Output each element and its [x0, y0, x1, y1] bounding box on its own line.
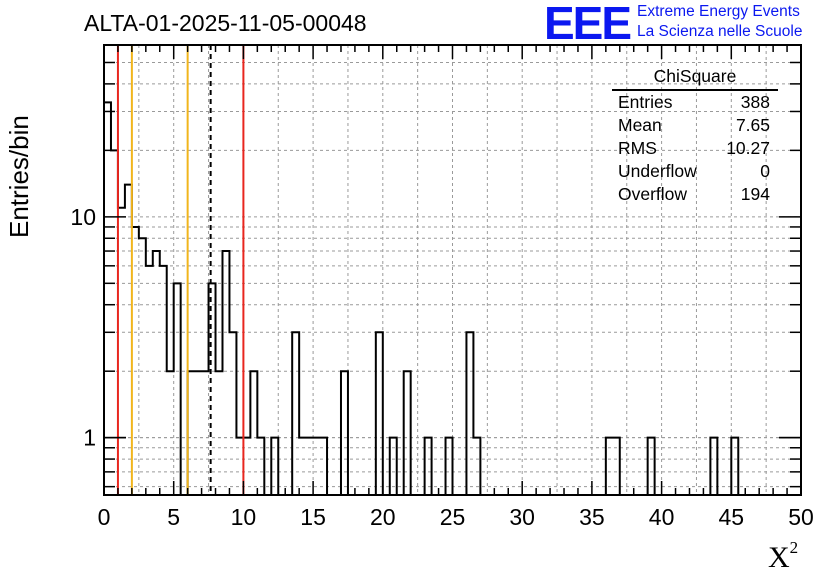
y-tick-label: 10	[70, 204, 96, 230]
stat-value: 0	[760, 161, 770, 181]
x-tick-label: 30	[509, 504, 535, 530]
chart-title: ALTA-01-2025-11-05-00048	[84, 10, 367, 36]
histogram-bin	[139, 238, 146, 495]
histogram-bin	[341, 371, 348, 495]
stat-row-underflow: Underflow 0	[618, 161, 770, 185]
histogram-bin	[174, 283, 181, 495]
stats-box: ChiSquare Entries 388 Mean 7.65 RMS 10.2…	[612, 66, 778, 210]
stat-label: Underflow	[618, 161, 697, 181]
histogram-bin	[125, 185, 132, 495]
x-tick-label: 25	[440, 504, 466, 530]
stat-label: Overflow	[618, 184, 688, 204]
histogram-bin	[216, 371, 223, 495]
x-tick-label: 0	[98, 504, 111, 530]
reference-lines	[116, 45, 245, 495]
x-tick-label: 15	[300, 504, 326, 530]
histogram-bin	[104, 102, 111, 495]
x-tick-label: 5	[167, 504, 180, 530]
x-tick-label: 40	[649, 504, 675, 530]
histogram-bin	[376, 332, 383, 495]
x-axis-label-base: X	[768, 541, 790, 574]
histogram-bin	[292, 332, 299, 495]
y-axis-label: Entries/bin	[4, 115, 34, 238]
y-tick-label: 1	[83, 425, 96, 451]
logo-line-2: La Scienza nelle Scuole	[637, 23, 803, 40]
stat-label: Entries	[618, 92, 673, 112]
axis-ticks	[103, 45, 802, 495]
histogram-bin	[466, 332, 473, 495]
x-axis-label: X2	[768, 538, 798, 575]
x-tick-label: 45	[719, 504, 745, 530]
histogram-bin	[160, 266, 167, 495]
stat-value: 388	[740, 92, 770, 112]
stat-label: Mean	[618, 115, 662, 135]
stat-row-entries: Entries 388	[618, 92, 770, 116]
logo-line-1: Extreme Energy Events	[637, 3, 800, 20]
stat-row-rms: RMS 10.27	[618, 138, 770, 162]
x-axis-label-superscript: 2	[789, 538, 799, 557]
x-tick-label: 10	[231, 504, 257, 530]
histogram-bin	[167, 371, 174, 495]
histogram-bin	[404, 371, 411, 495]
histogram-bin	[250, 371, 257, 495]
x-tick-label: 20	[370, 504, 396, 530]
histogram-bin	[146, 266, 153, 495]
histogram-bin	[202, 371, 209, 495]
histogram-bin	[209, 283, 216, 495]
x-tick-label: 50	[788, 504, 814, 530]
x-tick-label: 35	[579, 504, 605, 530]
stat-value: 194	[740, 184, 770, 204]
histogram-bin	[153, 251, 160, 495]
stat-value: 10.27	[726, 138, 770, 158]
histogram-bin	[195, 371, 202, 495]
histogram-bin	[188, 371, 195, 495]
histogram-bin	[132, 227, 139, 495]
stat-row-mean: Mean 7.65	[618, 115, 770, 139]
eee-logo: EEE	[544, 0, 632, 49]
tick-labels: 0 5 10 15 20 25 30 35 40 45 50 1 10	[70, 204, 813, 530]
stat-row-overflow: Overflow 194	[618, 184, 770, 208]
histogram-bin	[222, 251, 229, 495]
stat-value: 7.65	[735, 115, 770, 135]
stat-label: RMS	[618, 138, 657, 158]
histogram-bin	[111, 150, 118, 495]
histogram-bin	[229, 332, 236, 495]
stats-title: ChiSquare	[612, 66, 778, 91]
